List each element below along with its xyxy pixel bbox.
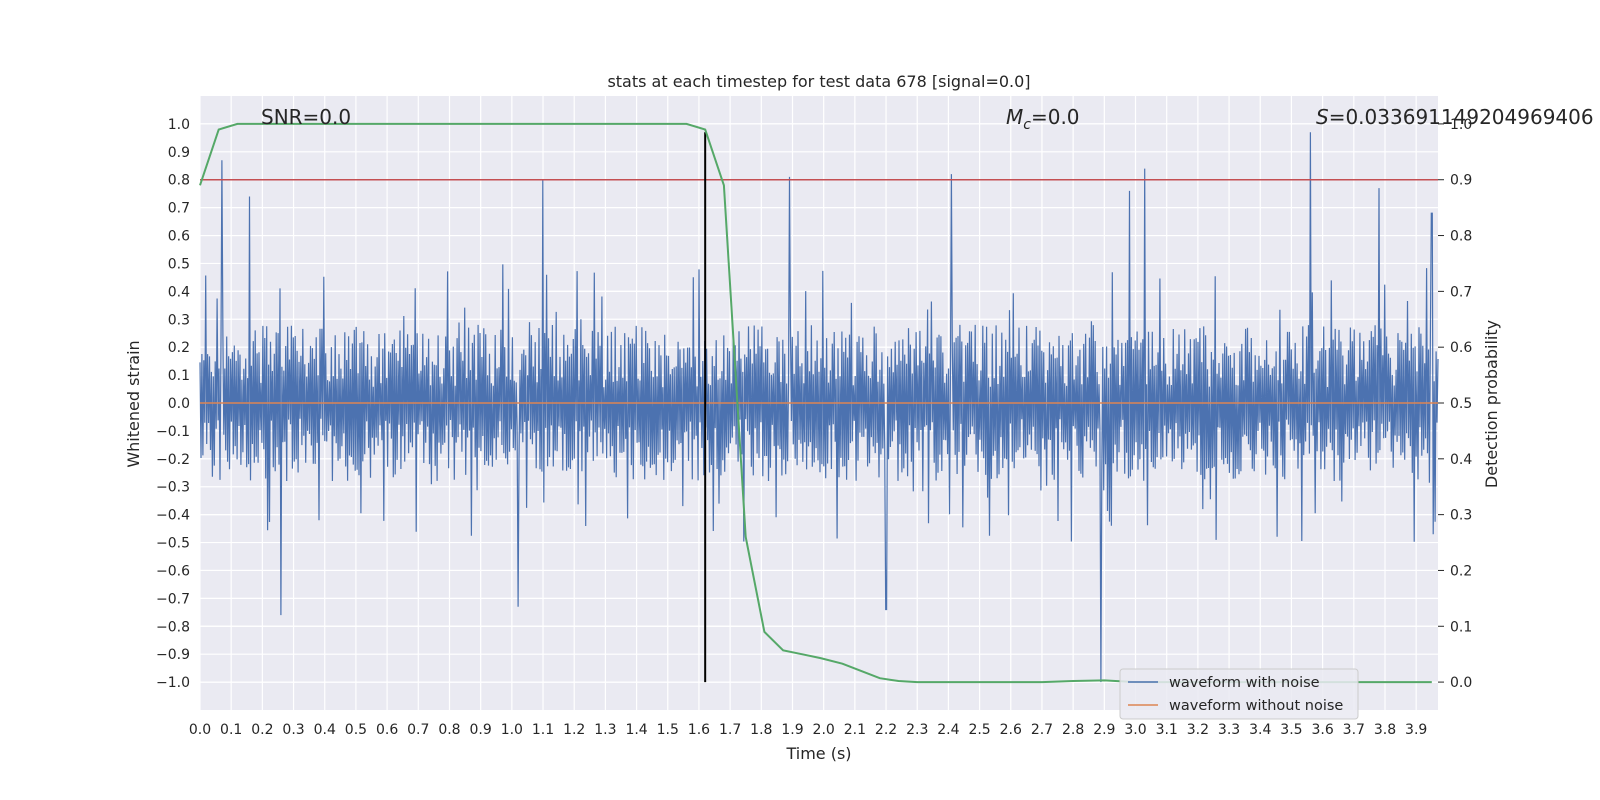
y2-tick-label: 0.1 bbox=[1450, 619, 1472, 635]
y2-tick-label: 0.6 bbox=[1450, 340, 1472, 356]
x-tick-label: 0.9 bbox=[470, 722, 492, 738]
y2-axis-label: Detection probability bbox=[1482, 320, 1501, 488]
y-axis-label: Whitened strain bbox=[124, 340, 143, 467]
x-tick-label: 1.7 bbox=[719, 722, 741, 738]
x-tick-label: 0.6 bbox=[376, 722, 398, 738]
y2-tick-label: 0.0 bbox=[1450, 675, 1472, 691]
y-tick-label: 0.7 bbox=[168, 201, 190, 217]
x-tick-label: 1.8 bbox=[750, 722, 772, 738]
mc-subscript: c bbox=[1023, 117, 1031, 133]
y-tick-label: 1.0 bbox=[168, 117, 190, 133]
x-tick-label: 0.8 bbox=[438, 722, 460, 738]
x-tick-label: 1.2 bbox=[563, 722, 585, 738]
y2-tick-label: 0.5 bbox=[1450, 396, 1472, 412]
y-tick-label: 0.4 bbox=[168, 284, 190, 300]
line-series bbox=[199, 122, 1438, 684]
x-tick-label: 1.3 bbox=[594, 722, 616, 738]
y-tick-label: 0.3 bbox=[168, 312, 190, 328]
x-tick-label: 1.1 bbox=[532, 722, 554, 738]
legend-box bbox=[1119, 668, 1359, 720]
x-tick-label: 3.2 bbox=[1187, 722, 1209, 738]
x-tick-label: 1.4 bbox=[625, 722, 647, 738]
x-tick-label: 3.5 bbox=[1280, 722, 1302, 738]
x-tick-label: 0.7 bbox=[407, 722, 429, 738]
mc-value: =0.0 bbox=[1031, 105, 1080, 129]
y-tick-label: −0.9 bbox=[156, 647, 190, 663]
y-tick-label: −0.2 bbox=[156, 452, 190, 468]
y2-tick-label: 0.8 bbox=[1450, 229, 1472, 245]
x-tick-label: 2.2 bbox=[875, 722, 897, 738]
x-tick-label: 2.6 bbox=[1000, 722, 1022, 738]
x-tick-label: 0.3 bbox=[282, 722, 304, 738]
s-symbol: S bbox=[1316, 105, 1329, 129]
x-tick-label: 2.5 bbox=[968, 722, 990, 738]
x-tick-label: 0.2 bbox=[251, 722, 273, 738]
y2-tick-label: 0.3 bbox=[1450, 508, 1472, 524]
y-tick-label: 0.9 bbox=[168, 145, 190, 161]
y-tick-label: 0.8 bbox=[168, 173, 190, 189]
legend: waveform with noise waveform without noi… bbox=[1119, 668, 1359, 720]
y-tick-label: 0.5 bbox=[168, 256, 190, 272]
x-tick-label: 0.5 bbox=[345, 722, 367, 738]
x-tick-label: 1.0 bbox=[501, 722, 523, 738]
y-tick-label: −0.6 bbox=[156, 563, 190, 579]
noise-series bbox=[199, 132, 1439, 683]
y2-tick-label: 0.4 bbox=[1450, 452, 1472, 468]
x-axis-label: Time (s) bbox=[785, 744, 851, 763]
x-tick-label: 1.6 bbox=[688, 722, 710, 738]
x-tick-label: 2.3 bbox=[906, 722, 928, 738]
x-tick-label: 3.0 bbox=[1124, 722, 1146, 738]
legend-label-clean: waveform without noise bbox=[1169, 698, 1343, 714]
y2-tick-label: 0.7 bbox=[1450, 284, 1472, 300]
x-tick-label: 2.9 bbox=[1093, 722, 1115, 738]
y2-tick-label: 0.9 bbox=[1450, 173, 1472, 189]
x-tick-label: 3.9 bbox=[1405, 722, 1427, 738]
y-tick-label: 0.1 bbox=[168, 368, 190, 384]
x-tick-label: 0.0 bbox=[189, 722, 211, 738]
y2-tick-label: 0.2 bbox=[1450, 563, 1472, 579]
x-tick-label: 2.1 bbox=[844, 722, 866, 738]
x-tick-label: 1.9 bbox=[781, 722, 803, 738]
y2-tick-label: 1.0 bbox=[1450, 117, 1472, 133]
x-tick-label: 2.0 bbox=[813, 722, 835, 738]
y-tick-label: −0.4 bbox=[156, 508, 190, 524]
x-tick-label: 3.4 bbox=[1249, 722, 1271, 738]
x-tick-label: 3.1 bbox=[1156, 722, 1178, 738]
y-tick-label: 0.6 bbox=[168, 229, 190, 245]
y-tick-label: −0.7 bbox=[156, 591, 190, 607]
x-tick-label: 0.1 bbox=[220, 722, 242, 738]
y-tick-label: −0.5 bbox=[156, 536, 190, 552]
s-value: =0.033691149204969406 bbox=[1329, 105, 1594, 129]
x-tick-label: 1.5 bbox=[657, 722, 679, 738]
waveform-with-noise-line bbox=[199, 132, 1439, 683]
x-tick-label: 3.3 bbox=[1218, 722, 1240, 738]
chart-title: stats at each timestep for test data 678… bbox=[607, 72, 1030, 91]
y-tick-label: −1.0 bbox=[156, 675, 190, 691]
detection-probability-line bbox=[199, 122, 1432, 684]
y-tick-label: −0.8 bbox=[156, 619, 190, 635]
x-tick-label: 3.6 bbox=[1311, 722, 1333, 738]
x-tick-label: 2.4 bbox=[937, 722, 959, 738]
legend-label-noise: waveform with noise bbox=[1169, 675, 1320, 691]
mc-symbol: M bbox=[1006, 105, 1023, 129]
x-tick-label: 3.7 bbox=[1343, 722, 1365, 738]
x-tick-label: 0.4 bbox=[314, 722, 336, 738]
y-tick-label: 0.0 bbox=[168, 396, 190, 412]
snr-annotation: SNR=0.0 bbox=[261, 105, 351, 129]
y-tick-label: −0.1 bbox=[156, 424, 190, 440]
x-tick-label: 2.8 bbox=[1062, 722, 1084, 738]
x-tick-label: 3.8 bbox=[1374, 722, 1396, 738]
x-tick-label: 2.7 bbox=[1031, 722, 1053, 738]
y-tick-label: −0.3 bbox=[156, 480, 190, 496]
s-annotation: S=0.033691149204969406 bbox=[1316, 105, 1594, 129]
y-tick-label: 0.2 bbox=[168, 340, 190, 356]
ticks: 0.0 0.1 0.2 0.3 0.4 0.5 0.6 0.7 0.8 0.9 1.0 1.1 1.2 1… bbox=[156, 117, 1472, 738]
mc-annotation: Mc=0.0 bbox=[1006, 105, 1080, 133]
